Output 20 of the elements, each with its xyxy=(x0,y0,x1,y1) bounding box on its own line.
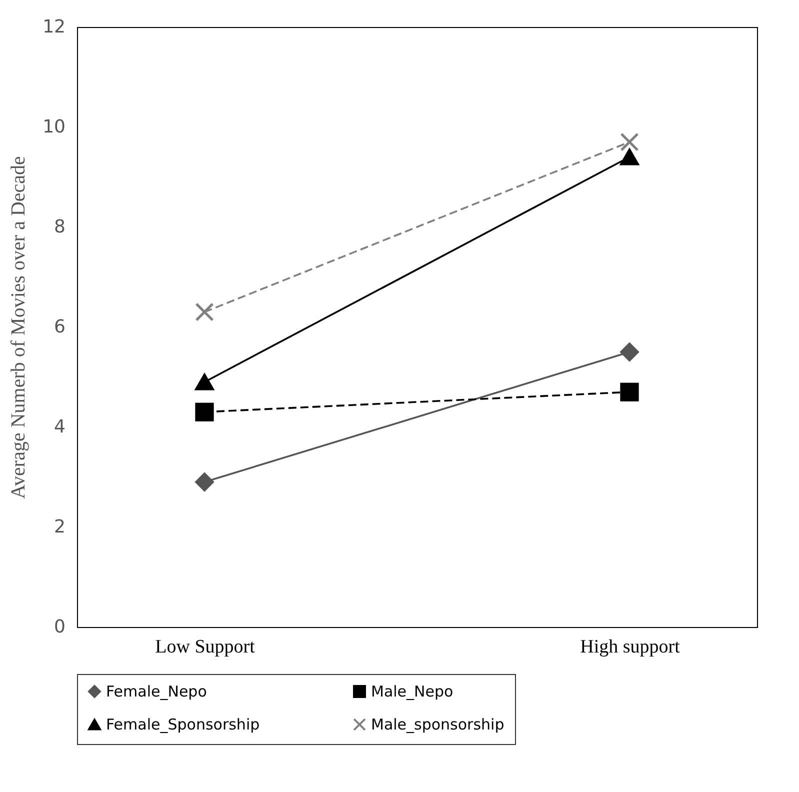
y-tick-label: 2 xyxy=(54,516,66,538)
y-tick-label: 10 xyxy=(42,116,66,138)
x-tick-label: Low Support xyxy=(155,636,256,658)
legend-label: Male_Nepo xyxy=(371,682,454,701)
legend-label: Female_Nepo xyxy=(106,682,207,701)
point xyxy=(195,302,214,322)
x-tick-label: High support xyxy=(580,636,681,658)
point xyxy=(620,132,639,152)
y-tick-label: 6 xyxy=(54,316,66,338)
y-tick-label: 12 xyxy=(42,16,66,38)
point xyxy=(620,382,639,402)
y-tick-label: 0 xyxy=(54,616,66,638)
point xyxy=(195,472,214,492)
legend-label: Male_sponsorship xyxy=(371,716,504,734)
y-axis-title: Average Numerb of Movies over a Decade xyxy=(8,156,30,499)
y-tick-label: 8 xyxy=(54,216,66,238)
y-tick-label: 4 xyxy=(54,416,66,438)
point xyxy=(195,402,214,422)
legend-label: Female_Sponsorship xyxy=(106,716,260,734)
point xyxy=(620,342,639,362)
